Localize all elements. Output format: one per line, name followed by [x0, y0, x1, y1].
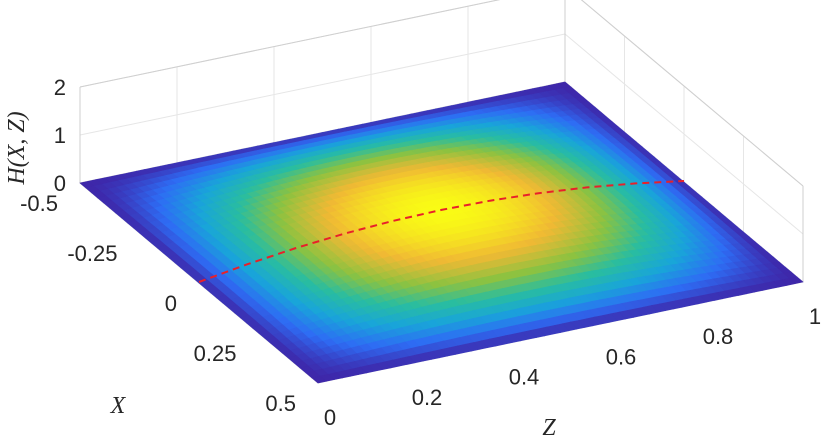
y-tick-label: 0.4 — [509, 365, 540, 390]
z-tick-label: 2 — [54, 75, 66, 100]
y-tick-label: 0.2 — [412, 385, 443, 410]
y-tick-label: 1 — [809, 304, 821, 329]
y-tick-label: 0.6 — [606, 344, 637, 369]
y-tick-label: 0.8 — [703, 324, 734, 349]
surface-patch — [311, 375, 327, 384]
z-tick-label: 1 — [54, 123, 66, 148]
x-tick-label: 0.5 — [265, 391, 296, 416]
x-tick-label: -0.25 — [67, 241, 117, 266]
x-tick-label: -0.5 — [20, 191, 58, 216]
axis-labels-layer: 0 1 2 -0.5 -0.25 0 0.25 0.5 0 0.2 0.4 0.6 0.8 1 X Z H(X,… — [4, 75, 821, 439]
y-axis-label: Z — [542, 415, 556, 439]
y-tick-label: 0 — [324, 405, 336, 430]
z-tick-label: 0 — [54, 171, 66, 196]
x-tick-label: 0.25 — [194, 341, 237, 366]
dashed-curve — [198, 180, 685, 283]
surface-plot — [79, 81, 804, 384]
x-tick-label: 0 — [165, 291, 177, 316]
x-axis-label: X — [110, 393, 127, 419]
dashed-curve-layer — [198, 180, 685, 283]
z-axis-label: H(X, Z) — [4, 111, 30, 185]
